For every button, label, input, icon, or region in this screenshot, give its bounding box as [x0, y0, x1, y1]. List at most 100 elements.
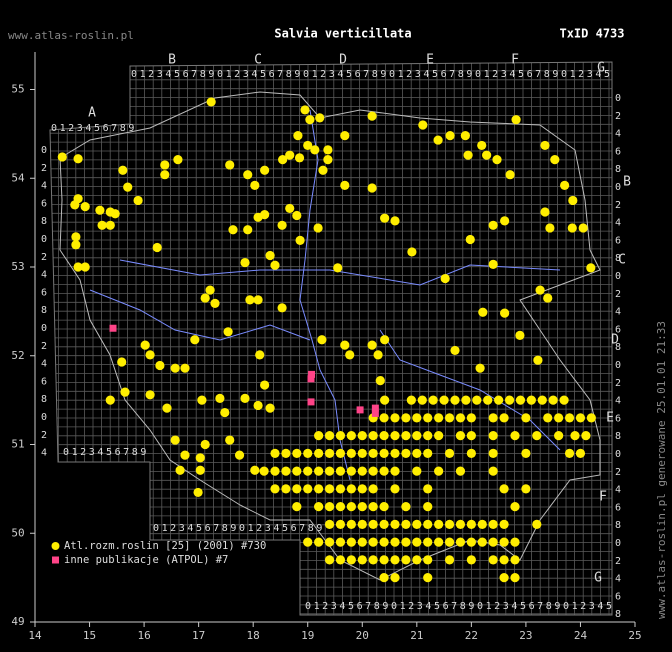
point	[417, 395, 427, 405]
point	[532, 519, 542, 529]
grid-digit: 9	[316, 523, 322, 534]
grid-digit: 1	[314, 601, 320, 612]
point	[314, 537, 324, 547]
point	[367, 340, 377, 350]
point	[70, 200, 80, 210]
point	[225, 160, 235, 170]
grid-digit: 6	[103, 123, 109, 134]
point	[357, 484, 367, 494]
grid-digit: 8	[41, 394, 47, 405]
point	[323, 145, 333, 155]
point	[477, 519, 487, 529]
grid-digit: 3	[329, 69, 335, 80]
grid-digit: 0	[615, 449, 621, 460]
point	[564, 448, 575, 458]
grid-digit: 5	[348, 601, 354, 612]
point	[225, 435, 235, 445]
grid-digit: 5	[106, 447, 112, 458]
grid-digit: 2	[41, 163, 47, 174]
point	[335, 431, 346, 441]
point	[463, 150, 473, 160]
point	[379, 448, 389, 458]
point	[292, 466, 302, 476]
point	[335, 484, 346, 494]
point	[390, 413, 400, 423]
point	[145, 350, 155, 360]
grid-digit: 6	[441, 69, 447, 80]
point	[439, 395, 449, 405]
grid-digit: 3	[157, 69, 163, 80]
grid-digit: 9	[128, 123, 134, 134]
point	[401, 537, 411, 547]
x-tick-label: 23	[519, 629, 532, 642]
point	[390, 573, 400, 583]
grid-digit: 8	[374, 601, 380, 612]
point	[270, 484, 280, 494]
point	[412, 555, 422, 565]
point	[315, 113, 325, 123]
grid-digit: 1	[60, 123, 66, 134]
grid-digit: 4	[41, 181, 47, 192]
point	[292, 448, 302, 458]
point	[368, 466, 378, 476]
point	[434, 519, 444, 529]
x-tick-label: 18	[247, 629, 260, 642]
y-tick-label: 49	[11, 615, 24, 628]
point	[570, 431, 580, 441]
point	[195, 453, 205, 463]
grid-digit: 1	[248, 523, 254, 534]
grid-digit: 0	[303, 69, 309, 80]
grid-digit: 4	[595, 69, 601, 80]
grid-digit: 0	[63, 447, 69, 458]
point	[477, 537, 487, 547]
grid-digit: 8	[222, 523, 228, 534]
point	[401, 413, 411, 423]
point	[260, 165, 270, 175]
point	[357, 502, 367, 512]
grid-digit: 0	[239, 523, 245, 534]
grid-digit: 7	[213, 523, 219, 534]
grid-digit: 6	[205, 523, 211, 534]
grid-digit: 3	[587, 69, 593, 80]
point	[73, 262, 83, 272]
point	[379, 502, 389, 512]
country-border	[59, 91, 601, 581]
grid-digit: 0	[153, 523, 159, 534]
point	[318, 165, 328, 175]
point	[293, 131, 303, 141]
x-tick-label: 20	[356, 629, 369, 642]
point	[401, 519, 411, 529]
point	[488, 519, 498, 529]
x-tick-label: 16	[137, 629, 150, 642]
point	[521, 448, 531, 458]
grid-digit: 8	[120, 123, 126, 134]
point	[97, 220, 107, 230]
point	[535, 285, 545, 295]
grid-digit: 9	[552, 69, 558, 80]
point	[412, 448, 422, 458]
point	[292, 502, 302, 512]
point	[434, 537, 444, 547]
point	[357, 555, 367, 565]
point	[564, 413, 575, 423]
grid-digit: 4	[337, 69, 343, 80]
point	[324, 555, 335, 565]
point	[379, 573, 389, 583]
point	[371, 404, 379, 412]
grid-digit: 8	[615, 164, 621, 175]
point	[303, 448, 313, 458]
point	[346, 555, 356, 565]
grid-digit: 8	[41, 305, 47, 316]
grid-digit: 0	[391, 601, 397, 612]
grid-digit: 0	[475, 69, 481, 80]
point	[418, 120, 428, 130]
point	[223, 327, 233, 337]
point	[466, 555, 476, 565]
point	[357, 537, 367, 547]
point	[401, 555, 411, 565]
grid-letter: E	[426, 53, 434, 68]
point	[105, 220, 115, 230]
point	[324, 448, 335, 458]
point	[371, 409, 379, 417]
